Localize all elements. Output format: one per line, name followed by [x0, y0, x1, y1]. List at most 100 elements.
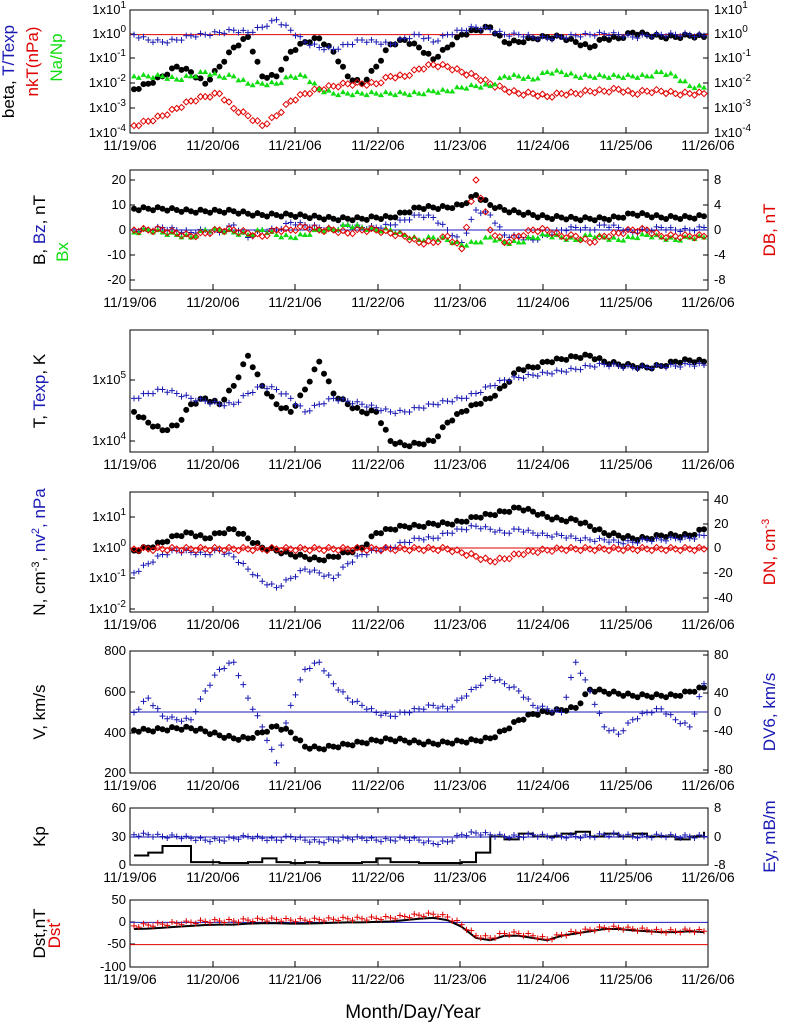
data-point	[207, 400, 213, 407]
data-point	[544, 514, 551, 520]
data-point	[339, 79, 347, 87]
data-point	[511, 832, 517, 838]
data-point	[349, 92, 356, 98]
data-point	[254, 383, 261, 390]
data-point	[634, 31, 641, 38]
data-point	[221, 58, 228, 65]
data-point	[572, 516, 579, 523]
data-point	[500, 85, 509, 93]
data-point	[468, 238, 475, 244]
x-tick-label: 11/22/06	[351, 456, 405, 472]
data-point	[302, 408, 308, 415]
data-point	[192, 546, 200, 555]
data-point	[539, 231, 546, 237]
data-point	[487, 511, 494, 518]
data-point	[691, 535, 698, 542]
data-point	[416, 31, 422, 38]
data-point	[349, 559, 356, 566]
data-point	[197, 75, 204, 82]
data-point	[525, 209, 532, 216]
data-point	[164, 75, 171, 81]
data-point	[658, 536, 665, 543]
data-point	[506, 835, 513, 841]
data-point	[202, 208, 209, 215]
data-point	[268, 834, 275, 841]
data-point	[368, 89, 375, 95]
data-point	[368, 36, 375, 43]
data-point	[230, 545, 238, 553]
data-point	[582, 676, 589, 683]
data-point	[254, 833, 261, 840]
data-point	[344, 398, 351, 405]
data-point	[373, 837, 380, 844]
data-point	[302, 213, 308, 220]
data-point	[486, 557, 494, 565]
data-point	[226, 916, 232, 923]
data-point	[439, 32, 446, 39]
data-point	[538, 90, 547, 98]
data-point	[600, 87, 608, 95]
data-point	[406, 914, 413, 921]
data-point	[188, 919, 194, 926]
data-point	[672, 833, 679, 840]
data-point	[530, 530, 536, 537]
data-point	[596, 360, 603, 367]
data-point	[572, 659, 579, 666]
data-point	[648, 33, 655, 40]
data-point	[221, 402, 228, 409]
data-point	[150, 390, 156, 397]
data-point	[691, 929, 698, 936]
data-point	[443, 545, 452, 553]
data-point	[473, 737, 479, 744]
data-point	[534, 511, 541, 518]
data-point	[245, 566, 251, 573]
data-point	[577, 226, 584, 233]
data-point	[183, 529, 190, 536]
data-point	[354, 398, 361, 405]
data-point	[401, 232, 409, 240]
data-point	[696, 531, 703, 538]
data-point	[511, 373, 517, 380]
x-tick-label: 11/26/06	[681, 777, 735, 793]
y-tick-label: 1x100	[92, 538, 126, 555]
data-point	[415, 65, 423, 73]
data-point	[216, 63, 223, 70]
data-point	[473, 83, 479, 89]
data-point	[525, 234, 532, 240]
data-point	[663, 929, 669, 936]
right-y-tick-label: 0	[714, 222, 721, 237]
data-point	[596, 923, 603, 930]
data-point	[349, 836, 356, 843]
data-point	[154, 539, 161, 546]
data-point	[154, 36, 161, 43]
data-point	[154, 423, 161, 430]
data-point	[639, 231, 646, 237]
data-point	[135, 395, 142, 402]
data-point	[572, 73, 579, 79]
data-point	[701, 526, 707, 533]
x-tick-label: 11/23/06	[433, 137, 487, 153]
x-tick-label: 11/23/06	[433, 294, 487, 310]
data-point	[524, 88, 532, 96]
data-point	[330, 837, 337, 844]
data-point	[553, 355, 560, 362]
data-point	[625, 233, 631, 239]
data-point	[268, 210, 275, 217]
data-point	[302, 39, 308, 46]
data-point	[567, 231, 575, 239]
data-point	[392, 440, 399, 447]
data-point	[373, 63, 380, 70]
data-point	[544, 532, 551, 539]
data-point	[562, 546, 570, 555]
x-tick-label: 11/22/06	[351, 137, 405, 153]
data-point	[686, 723, 693, 730]
data-point	[291, 226, 300, 235]
data-point	[235, 836, 242, 843]
data-point	[173, 920, 180, 927]
data-point	[634, 539, 641, 546]
data-point	[254, 915, 261, 922]
data-point	[568, 832, 574, 838]
data-point	[430, 234, 437, 240]
data-point	[434, 546, 442, 555]
